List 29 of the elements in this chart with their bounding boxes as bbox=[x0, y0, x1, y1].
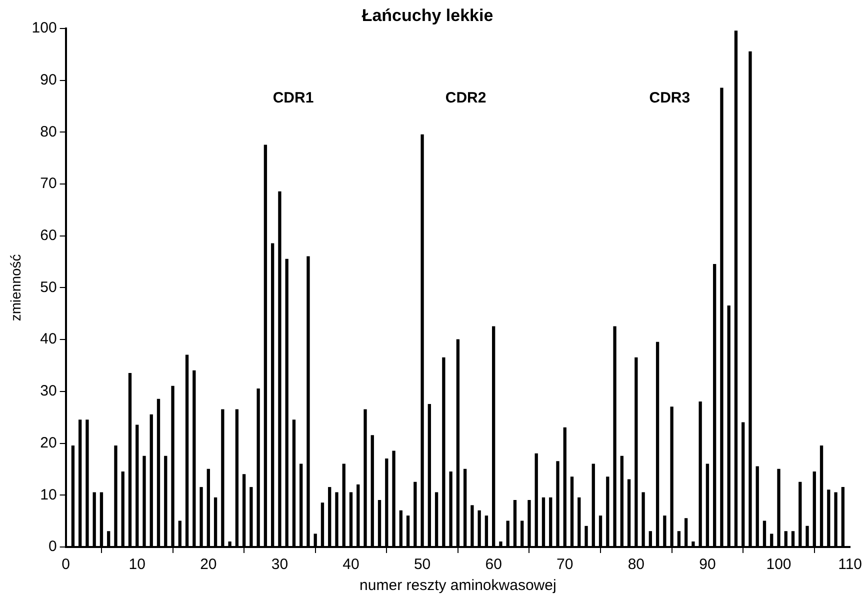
x-tick-label: 20 bbox=[200, 556, 217, 574]
annotation: CDR3 bbox=[649, 90, 690, 107]
x-tick-label: 90 bbox=[699, 556, 716, 574]
x-tick-label: 100 bbox=[766, 556, 792, 574]
y-tick-label: 80 bbox=[40, 123, 57, 140]
y-axis-title: zmienność bbox=[7, 254, 24, 322]
x-axis-title: numer reszty aminokwasowej bbox=[360, 577, 556, 594]
annotation: CDR1 bbox=[272, 90, 314, 107]
x-tick-label: 40 bbox=[342, 556, 360, 574]
x-tick-label: 70 bbox=[556, 556, 574, 574]
y-tick-label: 90 bbox=[40, 71, 57, 88]
y-tick-label: 10 bbox=[40, 486, 57, 504]
y-tick-label: 100 bbox=[32, 20, 57, 37]
y-tick-label: 60 bbox=[40, 226, 57, 244]
x-tick-label: 60 bbox=[485, 556, 502, 574]
x-tick-label: 30 bbox=[271, 556, 288, 574]
y-tick-label: 20 bbox=[40, 434, 57, 452]
y-tick-label: 40 bbox=[40, 330, 57, 348]
y-tick-label: 30 bbox=[40, 382, 57, 400]
x-tick-label: 0 bbox=[62, 556, 70, 574]
y-tick-label: 0 bbox=[48, 538, 57, 556]
y-tick-label: 50 bbox=[40, 278, 57, 296]
y-tick-label: 70 bbox=[40, 175, 57, 192]
chart-title: Łańcuchy lekkie bbox=[362, 6, 494, 25]
x-tick-label: 110 bbox=[838, 556, 862, 574]
x-tick-label: 50 bbox=[414, 556, 431, 574]
x-tick-label: 10 bbox=[128, 556, 146, 574]
x-tick-label: 80 bbox=[628, 556, 645, 574]
annotation: CDR2 bbox=[445, 90, 486, 107]
